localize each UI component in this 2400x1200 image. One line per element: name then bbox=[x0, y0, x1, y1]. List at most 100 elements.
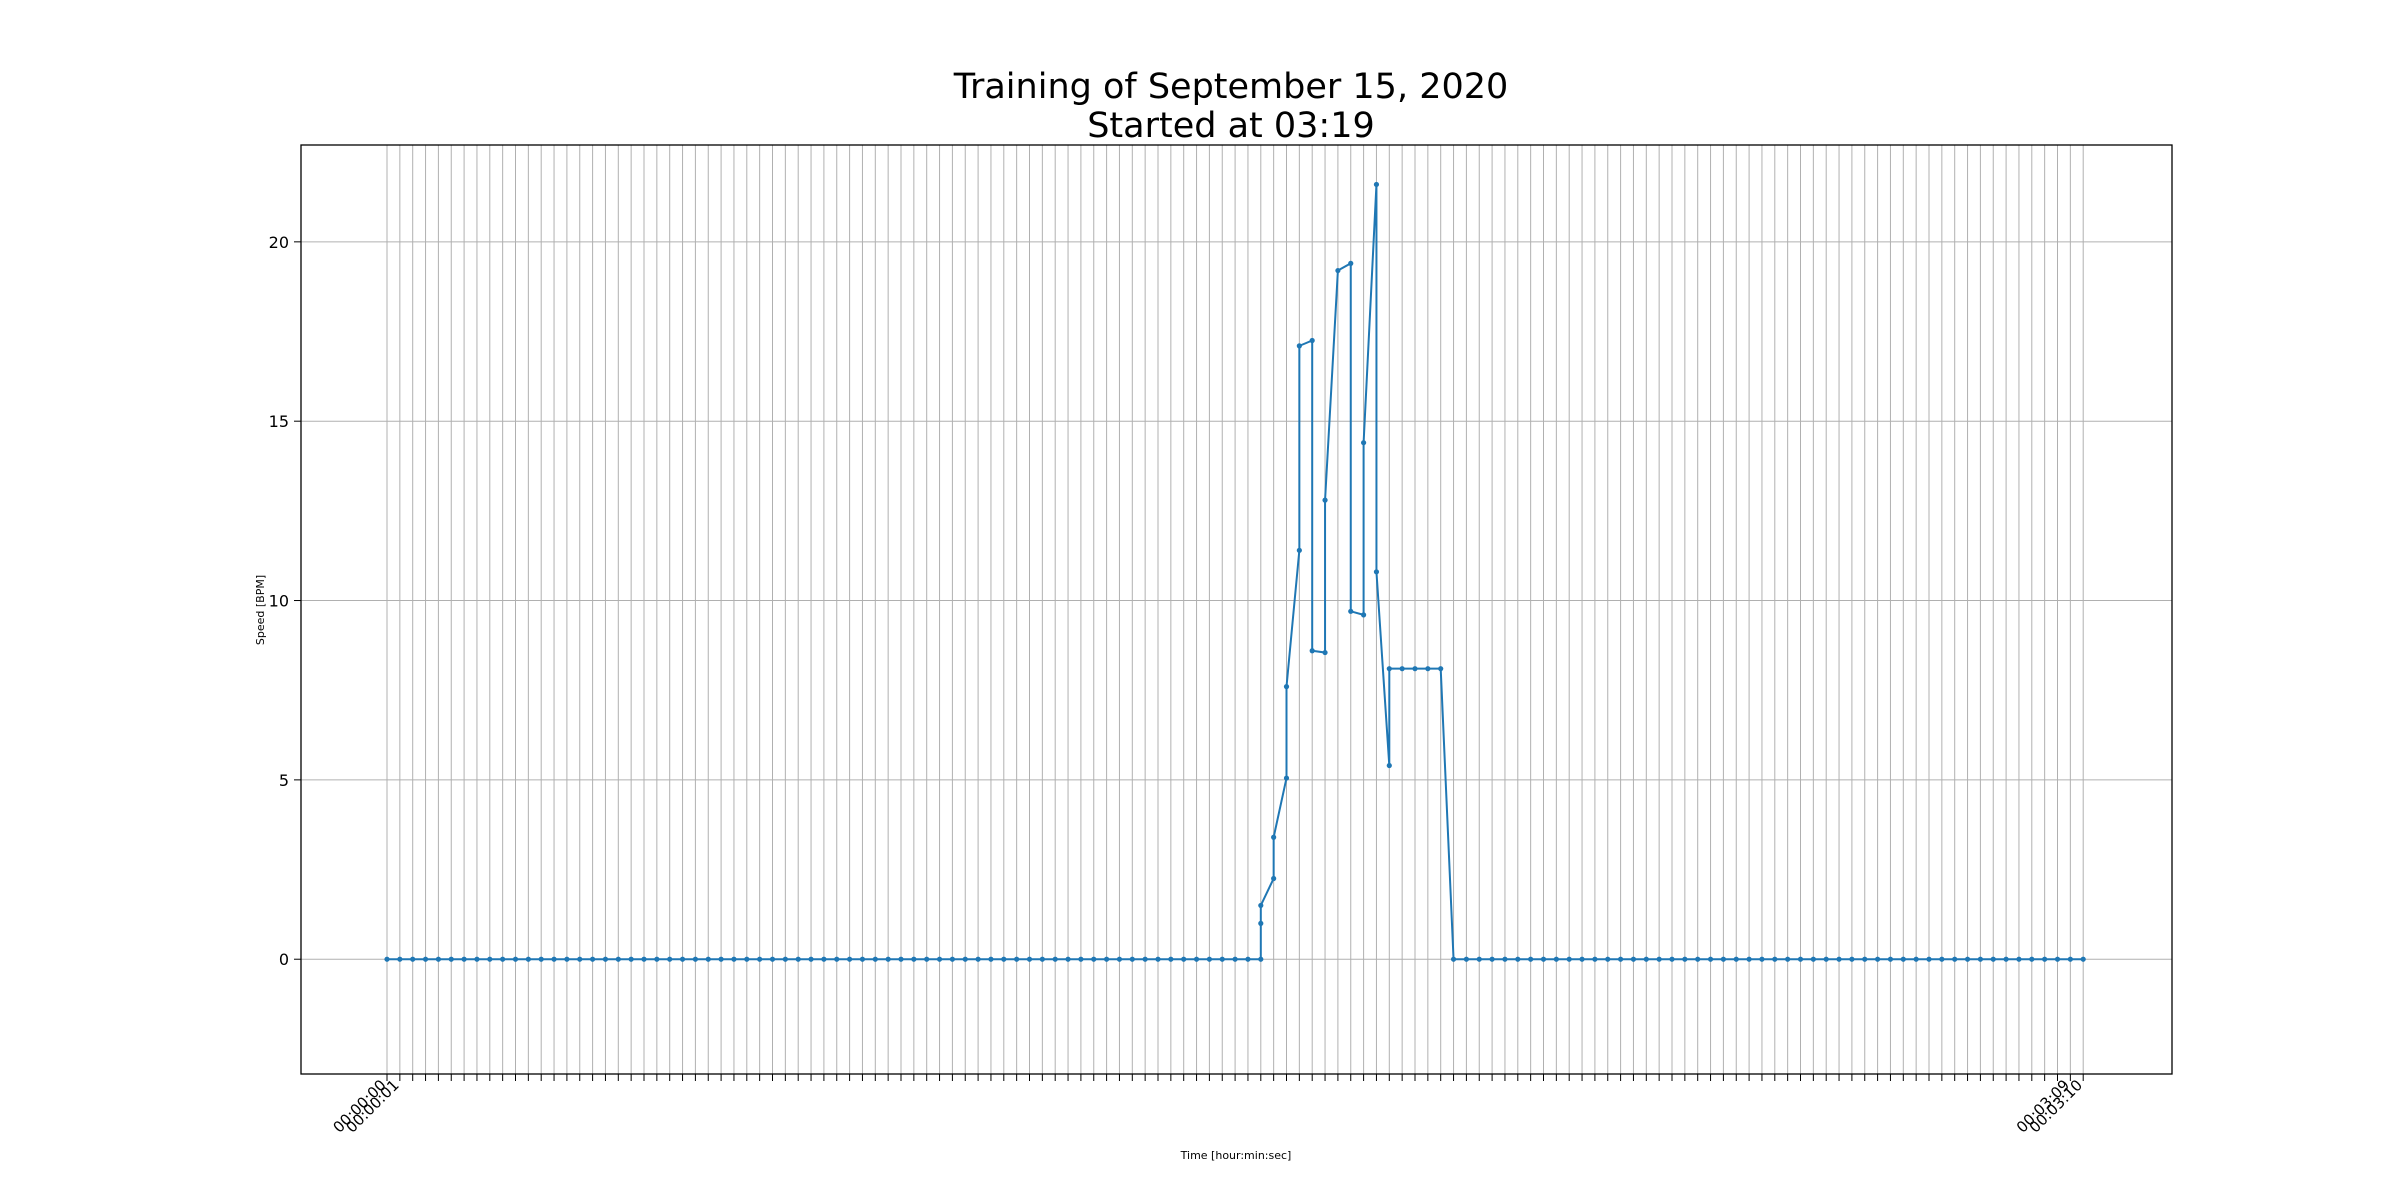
y-axis-label: Speed [BPM] bbox=[254, 575, 267, 645]
data-point bbox=[1361, 612, 1367, 618]
data-point bbox=[731, 956, 737, 962]
data-point bbox=[2054, 956, 2061, 962]
data-point bbox=[782, 956, 788, 962]
data-point bbox=[1116, 956, 1123, 962]
data-point bbox=[1258, 920, 1264, 926]
data-point bbox=[384, 956, 390, 962]
data-point bbox=[1450, 956, 1457, 962]
data-point bbox=[590, 956, 596, 962]
data-point bbox=[744, 956, 750, 962]
data-point bbox=[1258, 956, 1264, 962]
data-point bbox=[1181, 956, 1187, 962]
data-point bbox=[1875, 956, 1881, 962]
data-point bbox=[1129, 956, 1135, 962]
data-point bbox=[1386, 666, 1392, 672]
data-point bbox=[1476, 956, 1482, 962]
x-gridlines bbox=[386, 145, 2084, 1074]
y-tick-label: 15 bbox=[269, 412, 289, 431]
data-point bbox=[962, 956, 968, 962]
data-point bbox=[692, 956, 699, 962]
data-point bbox=[500, 956, 506, 962]
data-point bbox=[1258, 902, 1264, 909]
data-point bbox=[551, 956, 557, 962]
data-point bbox=[435, 956, 441, 962]
data-point bbox=[448, 956, 454, 962]
data-point bbox=[1039, 956, 1045, 962]
data-point bbox=[1797, 956, 1804, 962]
data-point bbox=[1643, 956, 1649, 962]
data-point bbox=[1759, 956, 1765, 962]
data-point bbox=[487, 956, 493, 962]
data-point bbox=[1913, 956, 1919, 962]
data-point bbox=[1707, 956, 1714, 962]
y-axis-ticks: 0 5 10 15 20 bbox=[269, 233, 301, 969]
data-point bbox=[1168, 956, 1174, 962]
data-point bbox=[2029, 956, 2035, 962]
chart-subtitle: Started at 03:19 bbox=[1087, 106, 1375, 146]
data-point bbox=[1399, 666, 1405, 672]
data-point bbox=[1990, 956, 1996, 962]
data-point bbox=[1348, 260, 1354, 266]
data-point bbox=[1695, 956, 1701, 962]
data-point bbox=[1836, 956, 1842, 962]
data-point bbox=[1849, 956, 1855, 962]
data-point bbox=[2067, 956, 2073, 962]
data-point bbox=[1348, 608, 1354, 614]
data-point bbox=[667, 956, 673, 962]
data-point bbox=[1887, 956, 1894, 962]
data-point bbox=[1630, 956, 1637, 962]
data-point bbox=[474, 956, 480, 962]
data-point bbox=[795, 956, 801, 962]
data-point bbox=[1373, 181, 1380, 188]
data-point bbox=[1438, 666, 1444, 672]
data-point bbox=[988, 956, 994, 962]
data-point bbox=[1528, 956, 1534, 962]
data-point bbox=[1952, 956, 1958, 962]
data-point bbox=[1579, 956, 1585, 962]
data-point bbox=[1001, 956, 1007, 962]
data-point bbox=[1862, 956, 1868, 962]
data-point bbox=[397, 956, 403, 962]
data-point bbox=[1245, 956, 1251, 962]
data-point bbox=[654, 956, 660, 962]
data-point bbox=[911, 956, 917, 962]
data-point bbox=[1785, 956, 1791, 962]
data-point bbox=[1232, 956, 1238, 962]
data-point bbox=[1142, 956, 1148, 962]
data-point bbox=[2080, 956, 2086, 962]
data-point bbox=[1322, 497, 1328, 503]
data-point bbox=[1091, 956, 1097, 962]
data-point bbox=[1977, 956, 1983, 962]
data-point bbox=[936, 956, 943, 962]
data-point bbox=[2003, 956, 2009, 962]
data-point bbox=[422, 956, 429, 962]
data-point bbox=[1682, 956, 1688, 962]
data-point bbox=[1283, 684, 1290, 690]
data-point bbox=[1772, 956, 1778, 962]
data-point bbox=[847, 956, 853, 962]
data-point bbox=[859, 956, 866, 962]
data-point bbox=[1618, 956, 1624, 962]
data-point bbox=[1810, 956, 1816, 962]
data-point bbox=[898, 956, 904, 962]
x-axis-label: Time [hour:min:sec] bbox=[1180, 1149, 1292, 1162]
data-point bbox=[1155, 956, 1161, 962]
data-point bbox=[410, 956, 416, 962]
data-point bbox=[1746, 956, 1752, 962]
data-point bbox=[1309, 337, 1315, 344]
data-point bbox=[1296, 547, 1302, 553]
data-point bbox=[1335, 267, 1341, 274]
data-point bbox=[1489, 956, 1495, 962]
data-point bbox=[1425, 666, 1431, 672]
series-markers bbox=[384, 181, 2086, 962]
chart-title: Training of September 15, 2020 bbox=[953, 67, 1509, 107]
plot-area-frame bbox=[300, 144, 2173, 1075]
data-point bbox=[1540, 956, 1547, 962]
data-point bbox=[538, 956, 544, 962]
data-point bbox=[1206, 956, 1212, 962]
data-point bbox=[1271, 875, 1277, 882]
data-point bbox=[1964, 956, 1971, 962]
data-point bbox=[1386, 762, 1392, 769]
data-point bbox=[1014, 956, 1020, 962]
